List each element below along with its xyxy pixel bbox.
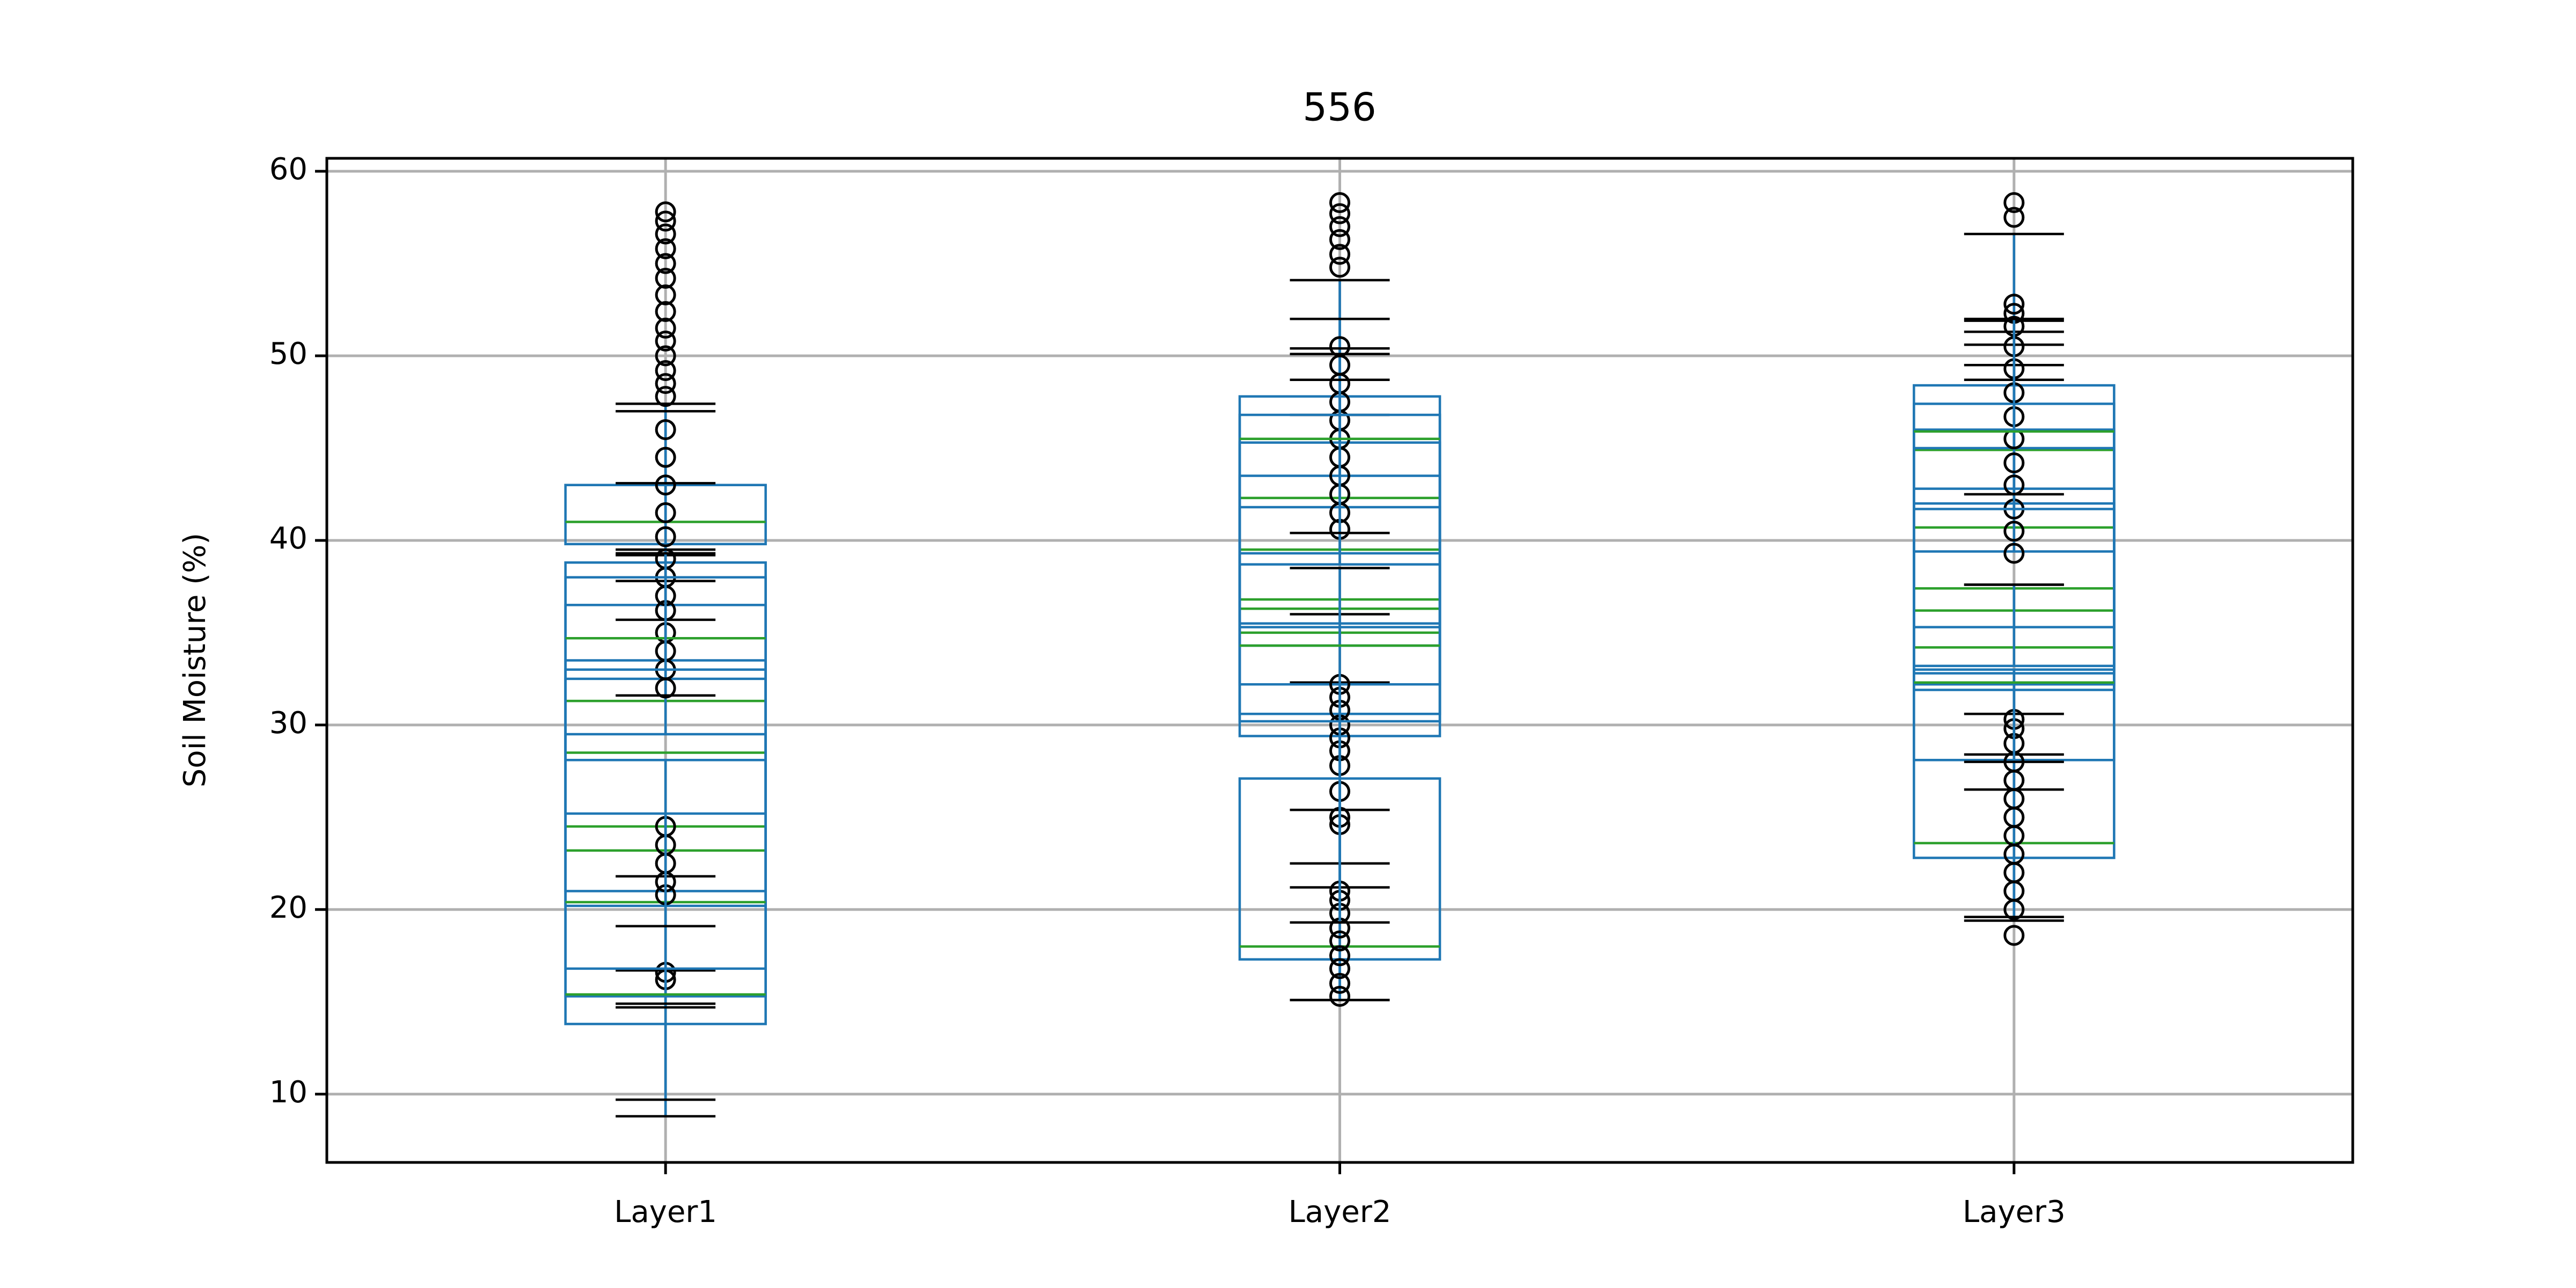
flier — [1329, 229, 1350, 250]
x-tick-label: Layer1 — [614, 1195, 717, 1230]
y-tick-label: 60 — [269, 152, 308, 187]
flier — [2003, 192, 2025, 214]
flier — [655, 474, 676, 496]
flier — [655, 419, 676, 441]
flier — [655, 360, 676, 382]
chart-title: 556 — [1302, 85, 1376, 130]
box — [1913, 508, 2116, 668]
flier — [2003, 925, 2025, 946]
flier — [655, 210, 676, 232]
flier — [2003, 521, 2025, 542]
flier — [2003, 294, 2025, 315]
flier — [1329, 336, 1350, 357]
flier — [655, 238, 676, 260]
flier — [1329, 257, 1350, 278]
flier — [655, 373, 676, 394]
flier — [655, 330, 676, 352]
box — [564, 668, 767, 762]
flier — [2003, 543, 2025, 564]
flier — [655, 253, 676, 274]
flier — [655, 345, 676, 367]
y-tick-label: 50 — [269, 336, 308, 371]
flier — [1329, 958, 1350, 979]
flier — [1329, 985, 1350, 1007]
flier — [2003, 207, 2025, 228]
flier — [655, 223, 676, 245]
y-tick-label: 20 — [269, 890, 308, 925]
flier — [655, 301, 676, 322]
flier — [655, 317, 676, 339]
flier — [1329, 244, 1350, 265]
y-tick-label: 40 — [269, 521, 308, 556]
flier — [1329, 930, 1350, 952]
flier — [1329, 945, 1350, 967]
flier — [1329, 972, 1350, 994]
flier — [655, 447, 676, 468]
flier — [655, 268, 676, 289]
flier — [655, 386, 676, 407]
flier — [1329, 192, 1350, 214]
x-tick-label: Layer2 — [1289, 1195, 1392, 1230]
plot-frame — [325, 157, 2354, 1164]
x-tick-label: Layer3 — [1963, 1195, 2066, 1230]
flier — [655, 502, 676, 523]
flier — [1329, 203, 1350, 224]
flier — [2003, 452, 2025, 473]
y-tick-label: 10 — [269, 1075, 308, 1110]
y-axis-label: Soil Moisture (%) — [178, 533, 213, 787]
flier — [655, 526, 676, 547]
flier — [1329, 216, 1350, 237]
y-tick-label: 30 — [269, 706, 308, 741]
flier — [655, 201, 676, 223]
flier — [655, 284, 676, 306]
